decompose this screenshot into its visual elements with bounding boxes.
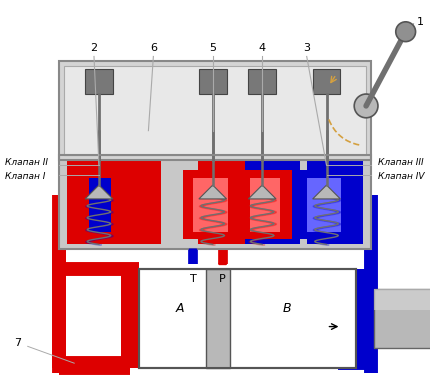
Bar <box>59 61 370 161</box>
Text: 6: 6 <box>150 43 157 53</box>
Bar <box>248 69 276 94</box>
Polygon shape <box>312 185 339 199</box>
Text: 5: 5 <box>209 43 216 53</box>
Text: 7: 7 <box>14 338 21 348</box>
Bar <box>355 269 373 368</box>
Bar <box>312 69 339 94</box>
Bar <box>306 178 341 232</box>
Bar <box>242 170 291 240</box>
Bar <box>197 161 296 245</box>
Text: Клапан I: Клапан I <box>5 172 45 180</box>
Text: 1: 1 <box>416 17 423 27</box>
Circle shape <box>395 22 414 41</box>
Bar <box>183 170 237 240</box>
Polygon shape <box>85 185 112 199</box>
Text: Клапан IV: Клапан IV <box>377 172 424 180</box>
Bar <box>198 69 226 94</box>
Bar <box>296 170 355 240</box>
Text: 4: 4 <box>258 43 265 53</box>
Bar <box>250 178 279 232</box>
Text: 3: 3 <box>302 43 309 53</box>
Polygon shape <box>198 185 226 199</box>
Bar <box>120 269 138 368</box>
Text: Клапан II: Клапан II <box>5 158 48 167</box>
Bar <box>138 269 355 368</box>
Bar <box>62 158 367 247</box>
Bar <box>89 178 111 232</box>
Bar <box>74 170 123 240</box>
Bar <box>67 161 161 245</box>
Bar <box>373 289 434 310</box>
Polygon shape <box>248 185 276 199</box>
Bar <box>193 178 227 232</box>
Text: T: T <box>189 274 196 284</box>
Bar <box>245 161 299 245</box>
Circle shape <box>353 94 377 118</box>
Text: P: P <box>219 274 226 284</box>
Bar <box>205 269 229 368</box>
Bar <box>373 289 434 348</box>
Text: B: B <box>282 302 291 315</box>
Bar <box>64 66 365 156</box>
Bar <box>85 69 112 94</box>
Text: 2: 2 <box>90 43 97 53</box>
Text: Клапан III: Клапан III <box>377 158 423 167</box>
Text: A: A <box>175 302 184 315</box>
Bar <box>306 161 362 245</box>
Bar <box>138 269 355 368</box>
Bar <box>59 156 370 249</box>
Bar <box>59 156 370 249</box>
